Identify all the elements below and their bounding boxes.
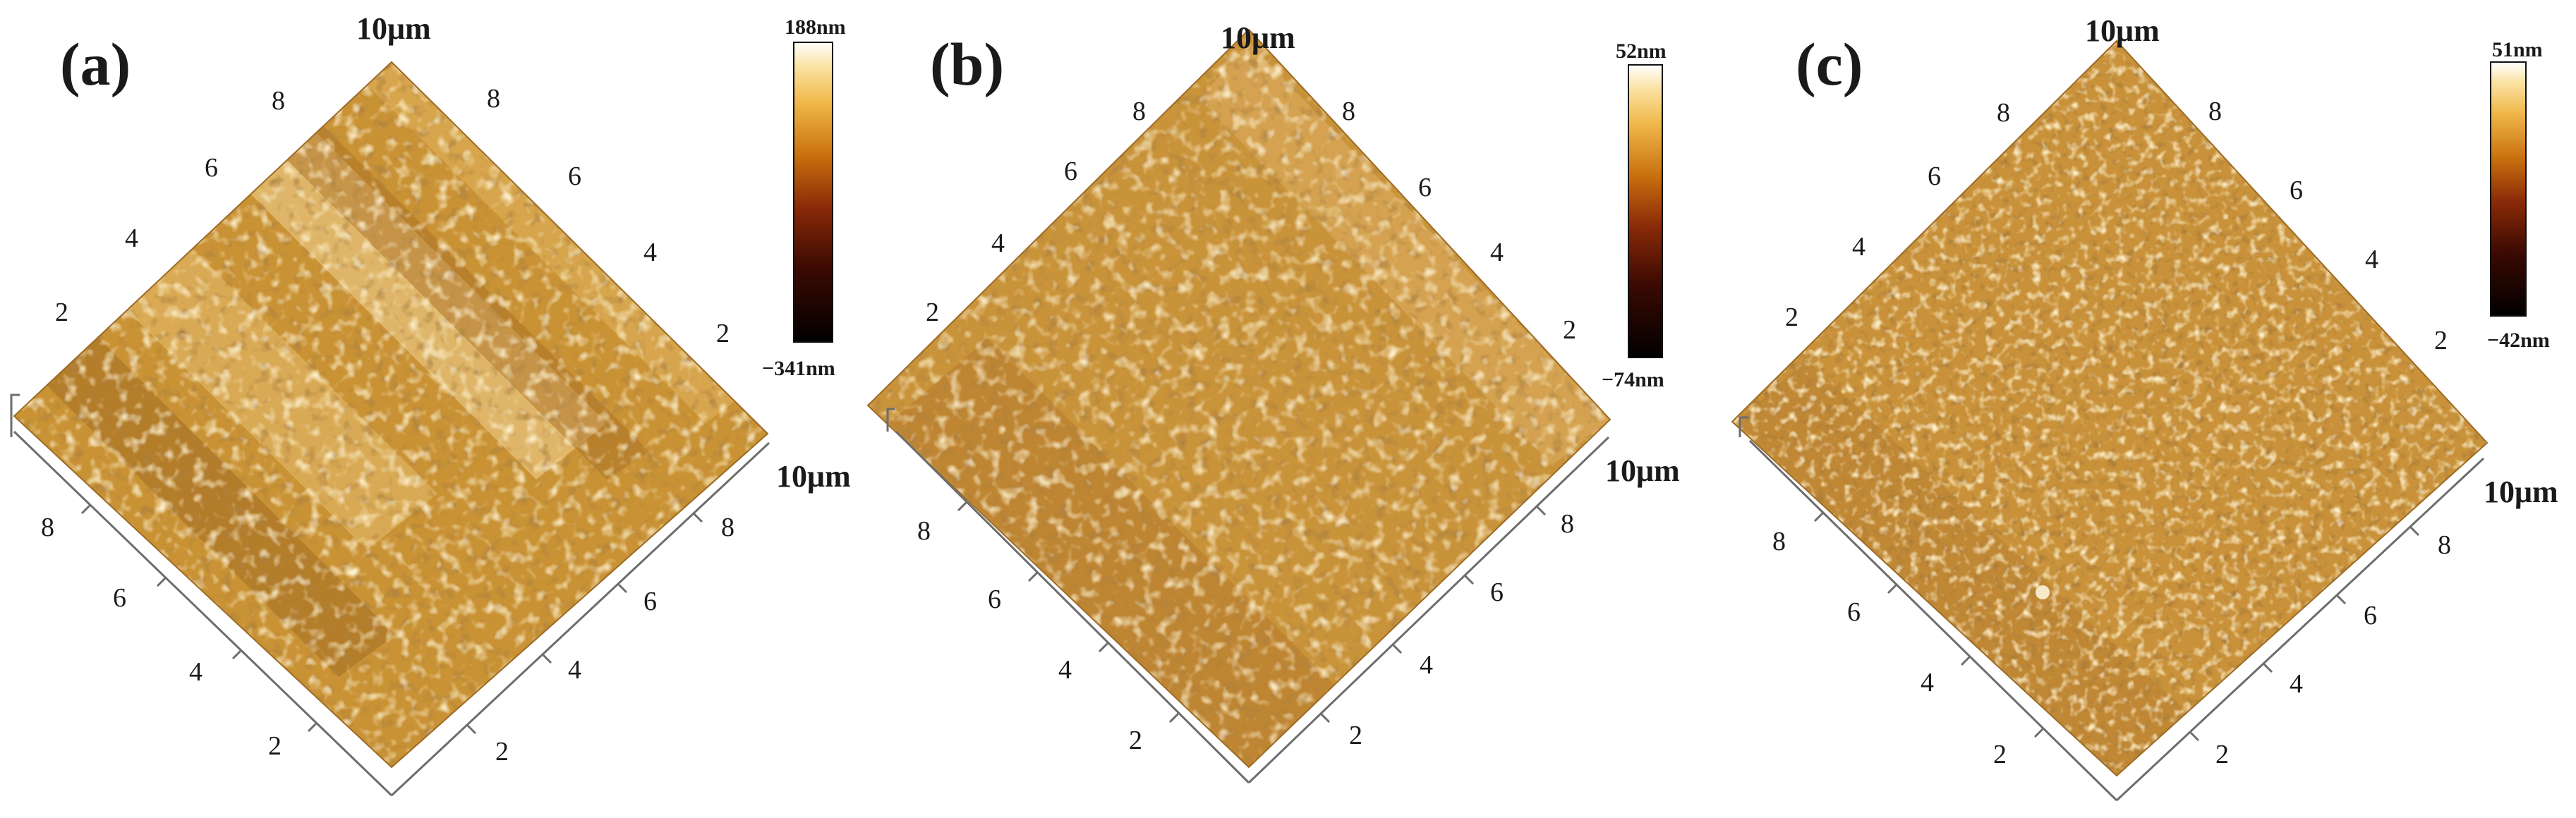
- tick-label: 2: [1785, 303, 1798, 332]
- color-scale-bar: 51nm −42nm: [2487, 38, 2550, 352]
- tick-label: 8: [1342, 97, 1355, 126]
- tick-label: 4: [1420, 650, 1433, 680]
- tick-label: 8: [721, 513, 734, 542]
- scale-min-label: −42nm: [2487, 329, 2550, 352]
- axis-lines: [886, 408, 1610, 784]
- tick-label: 6: [1064, 157, 1077, 186]
- tick-label: 8: [2438, 530, 2451, 560]
- tick-label: 6: [1847, 597, 1861, 627]
- tick-label: 6: [568, 161, 581, 191]
- axis-ticks: [80, 503, 703, 735]
- tick-label: 8: [1997, 98, 2010, 128]
- axis-unit-top: 10μm: [356, 11, 431, 46]
- scale-max-label: 188nm: [785, 16, 846, 39]
- tick-label: 4: [2290, 669, 2303, 699]
- tick-label: 8: [1561, 509, 1574, 539]
- tick-label: 2: [1349, 721, 1362, 750]
- axis-unit-right: 10μm: [1605, 453, 1680, 488]
- panel-label: (a): [60, 30, 131, 98]
- tick-label: 4: [1058, 655, 1072, 685]
- axis-unit-top: 10μm: [2085, 13, 2160, 48]
- surface-3d-plot: [866, 28, 1611, 769]
- tick-label: 4: [1852, 232, 1866, 262]
- tick-label: 6: [113, 583, 126, 613]
- tick-label: 8: [1132, 97, 1146, 126]
- color-scale-bar: 188nm −341nm: [762, 16, 846, 380]
- tick-label: 2: [268, 731, 282, 761]
- tick-label: 4: [125, 224, 138, 253]
- tick-label: 2: [55, 298, 68, 327]
- tick-label: 6: [1418, 173, 1432, 202]
- tick-label: 4: [1490, 238, 1504, 267]
- tick-label: 2: [716, 319, 730, 348]
- panel-label: (b): [930, 30, 1004, 98]
- scale-max-label: 51nm: [2492, 38, 2543, 61]
- scale-min-label: −74nm: [1602, 368, 1664, 391]
- tick-label: 4: [991, 228, 1005, 258]
- tick-label: 8: [917, 516, 931, 546]
- tick-label: 2: [495, 737, 509, 767]
- scale-min-label: −341nm: [762, 357, 835, 380]
- tick-label: 6: [1490, 578, 1504, 607]
- color-scale-bar: 52nm −74nm: [1602, 39, 1667, 391]
- panel-a: (a): [10, 11, 851, 797]
- panel-label: (c): [1796, 30, 1863, 98]
- tick-label: 6: [643, 587, 657, 616]
- tick-label: 2: [1993, 740, 2007, 769]
- tick-label: 4: [1921, 668, 1934, 697]
- tick-label: 4: [2365, 245, 2378, 274]
- tick-label: 6: [988, 585, 1001, 614]
- tick-label: 6: [205, 153, 218, 183]
- tick-label: 8: [487, 84, 500, 114]
- panel-b: (b) 2: [866, 20, 1680, 784]
- tick-label: 2: [2434, 326, 2448, 355]
- tick-label: 4: [568, 655, 581, 685]
- panel-c: (c) 2: [1731, 13, 2558, 802]
- tick-label: 4: [643, 238, 657, 267]
- tick-label: 2: [1129, 726, 1142, 755]
- axis-lines: [1739, 416, 2485, 802]
- surface-3d-plot: [13, 61, 769, 769]
- tick-label: 8: [2208, 97, 2222, 126]
- surface-3d-plot: [1731, 39, 2489, 777]
- tick-label: 6: [2290, 176, 2303, 205]
- tick-label: 8: [41, 513, 54, 542]
- tick-label: 6: [1928, 161, 1941, 191]
- axis-unit-top: 10μm: [1221, 20, 1295, 55]
- tick-label: 8: [1772, 527, 1786, 556]
- axis-unit-right: 10μm: [2484, 475, 2558, 509]
- axis-lines: [10, 393, 770, 797]
- tick-label: 2: [2215, 740, 2229, 769]
- tick-label: 2: [1563, 315, 1576, 345]
- tick-label: 6: [2364, 601, 2377, 630]
- axis-ticks: [1813, 511, 2420, 742]
- axis-unit-right: 10μm: [776, 459, 851, 494]
- axis-ticks: [957, 501, 1547, 724]
- tick-label: 8: [272, 86, 285, 116]
- tick-label: 4: [189, 657, 202, 687]
- tick-label: 2: [926, 298, 939, 327]
- scale-max-label: 52nm: [1616, 39, 1667, 63]
